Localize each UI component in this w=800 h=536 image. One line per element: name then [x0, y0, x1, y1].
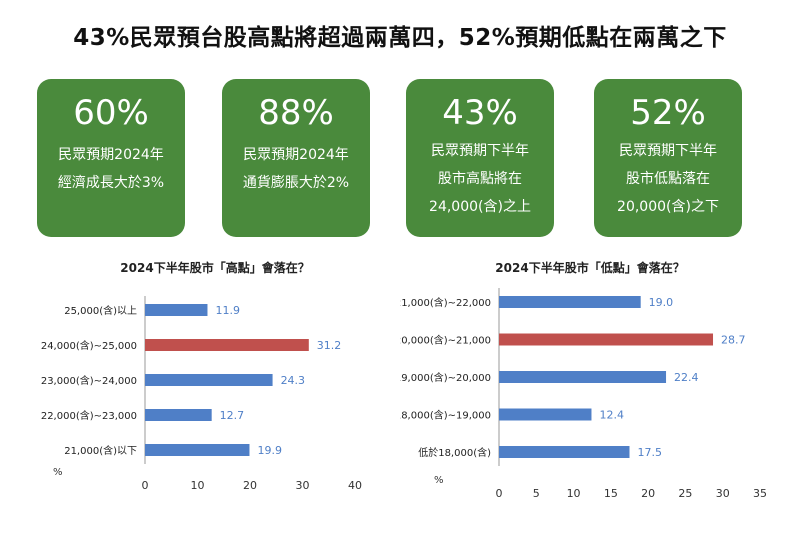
- data-label: 17.5: [638, 446, 663, 459]
- bar: [499, 408, 592, 421]
- stat-card-low: 52% 民眾預期下半年 股市低點落在 20,000(含)之下: [594, 79, 742, 237]
- data-label: 31.2: [317, 339, 342, 352]
- x-tick-label: 20: [641, 487, 655, 500]
- stat-card-line: 民眾預期下半年: [431, 143, 529, 159]
- bar: [145, 374, 273, 386]
- stat-card-value: 88%: [258, 93, 334, 133]
- x-tick-label: 20: [243, 479, 257, 492]
- x-tick-label: 10: [191, 479, 205, 492]
- data-label: 19.0: [649, 296, 674, 309]
- category-label: 21,000(含)~22,000: [400, 296, 491, 309]
- bar: [499, 446, 630, 458]
- x-tick-label: 15: [604, 487, 618, 500]
- x-tick-label: 35: [753, 487, 767, 500]
- category-label: 22,000(含)~23,000: [41, 409, 137, 422]
- stat-card-line: 股市高點將在: [438, 171, 522, 187]
- category-label: 18,000(含)~19,000: [400, 409, 491, 422]
- stat-card-value: 52%: [630, 93, 706, 133]
- x-tick-label: 40: [348, 479, 362, 492]
- data-label: 12.4: [599, 409, 624, 422]
- stat-card-line: 24,000(含)之上: [429, 199, 531, 215]
- stat-card-line: 民眾預期2024年: [58, 147, 164, 163]
- bar: [145, 444, 250, 456]
- unit-label: %: [434, 475, 444, 486]
- category-label: 低於18,000(含): [418, 446, 491, 459]
- data-label: 19.9: [257, 444, 282, 457]
- chart-title: 2024下半年股市「低點」會落在？: [495, 260, 684, 275]
- data-label: 11.9: [215, 304, 240, 317]
- stat-card-line: 股市低點落在: [626, 171, 710, 187]
- category-label: 25,000(含)以上: [64, 304, 137, 317]
- x-tick-label: 0: [142, 479, 149, 492]
- stat-card-value: 43%: [442, 93, 518, 133]
- bar: [499, 296, 641, 308]
- headline: 43%民眾預台股高點將超過兩萬四，52%預期低點在兩萬之下: [73, 25, 727, 51]
- x-tick-label: 0: [496, 487, 503, 500]
- high-point-chart: 2024下半年股市「高點」會落在？% 0 10 20 30 40 25,000(含)以上 11…: [41, 260, 362, 492]
- bar: [499, 371, 667, 383]
- x-tick-label: 30: [716, 487, 730, 500]
- data-label: 24.3: [281, 374, 306, 387]
- low-point-chart: 2024下半年股市「低點」會落在？% 0 5 10 15 20 25 30 35 21,000(含…: [400, 260, 767, 500]
- bar: [145, 304, 208, 316]
- stat-card-line: 通貨膨脹大於2%: [242, 175, 350, 191]
- unit-label: %: [53, 467, 63, 478]
- stat-card-inflation: 88% 民眾預期2024年 通貨膨脹大於2%: [222, 79, 370, 237]
- bar: [145, 339, 309, 351]
- category-label: 19,000(含)~20,000: [400, 371, 491, 384]
- category-label: 20,000(含)~21,000: [400, 334, 491, 347]
- data-label: 12.7: [220, 409, 245, 422]
- bar: [145, 409, 212, 421]
- stat-card-line: 經濟成長大於3%: [57, 175, 165, 191]
- stat-card-line: 民眾預期下半年: [619, 143, 717, 159]
- category-label: 23,000(含)~24,000: [41, 374, 137, 387]
- stat-card-value: 60%: [73, 93, 149, 133]
- bar: [499, 333, 714, 346]
- data-label: 28.7: [721, 334, 746, 347]
- stat-card-line: 20,000(含)之下: [617, 199, 719, 215]
- x-tick-label: 30: [296, 479, 310, 492]
- chart-title: 2024下半年股市「高點」會落在？: [120, 260, 309, 275]
- x-tick-label: 5: [533, 487, 540, 500]
- stat-card-gdp: 60% 民眾預期2024年 經濟成長大於3%: [37, 79, 185, 237]
- category-label: 21,000(含)以下: [64, 444, 137, 457]
- x-tick-label: 10: [567, 487, 581, 500]
- x-tick-label: 25: [678, 487, 692, 500]
- data-label: 22.4: [674, 371, 699, 384]
- stat-card-high: 43% 民眾預期下半年 股市高點將在 24,000(含)之上: [406, 79, 554, 237]
- stat-card-line: 民眾預期2024年: [243, 147, 349, 163]
- category-label: 24,000(含)~25,000: [41, 339, 137, 352]
